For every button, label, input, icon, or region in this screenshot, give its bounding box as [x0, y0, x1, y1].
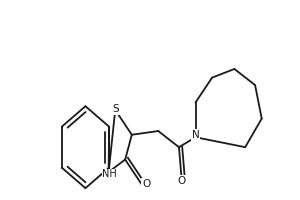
Text: O: O: [142, 179, 150, 189]
Text: N: N: [192, 130, 200, 140]
Text: NH: NH: [103, 169, 117, 179]
Text: O: O: [177, 176, 186, 186]
Text: S: S: [112, 104, 119, 114]
